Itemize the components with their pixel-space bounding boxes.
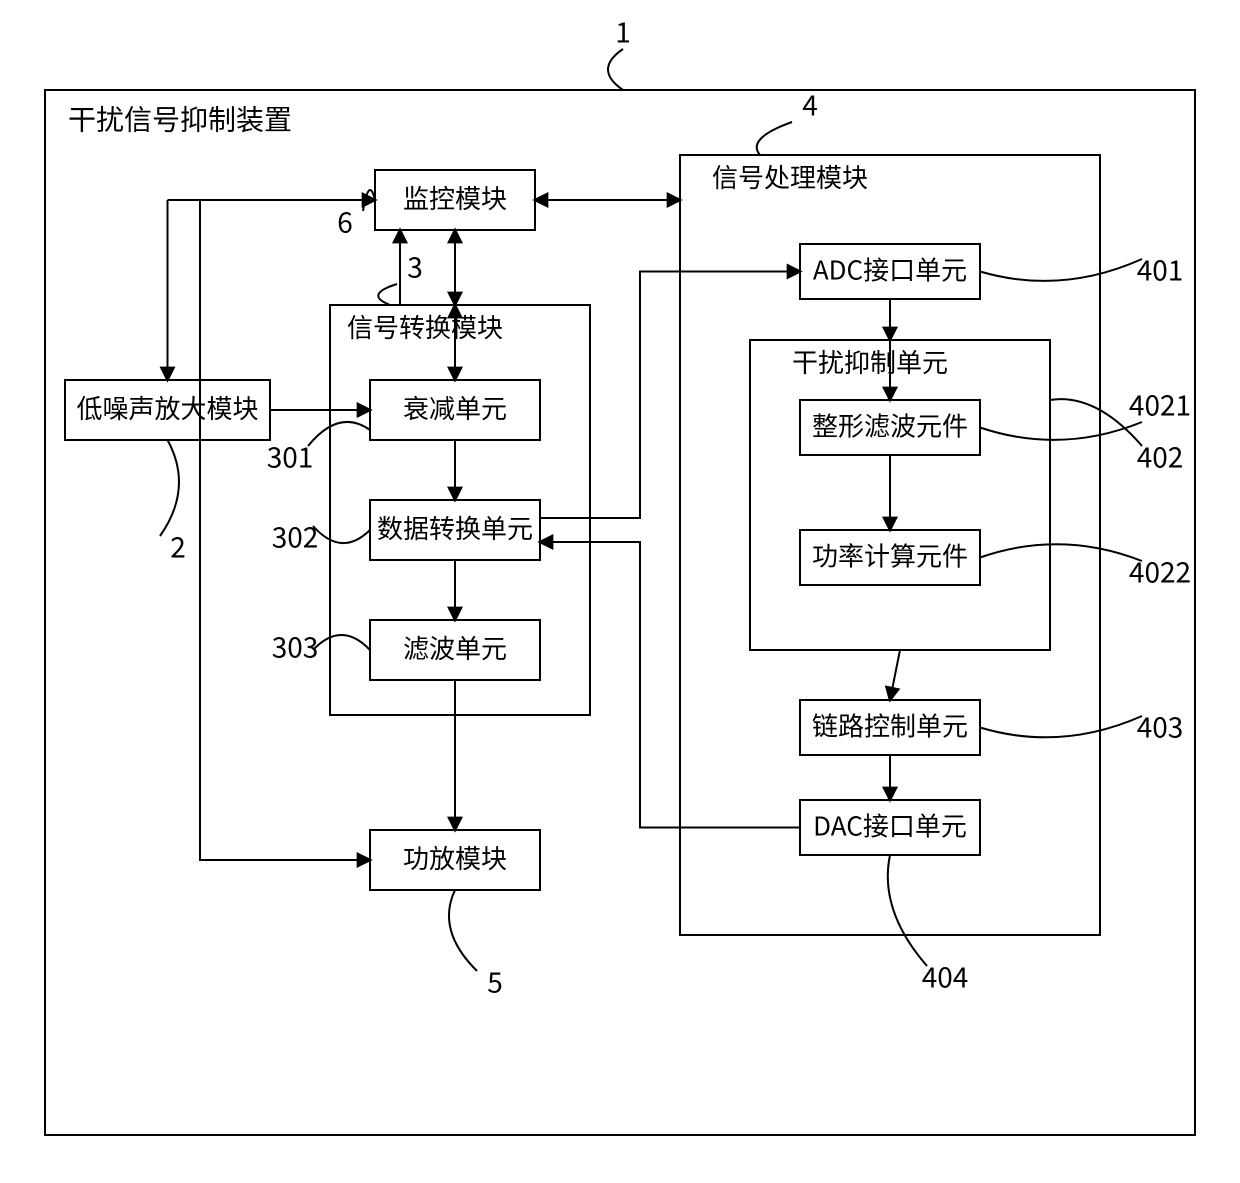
callout-5: 5 — [487, 962, 503, 1002]
callout-1: 1 — [615, 12, 631, 52]
module-4022-label: 功率计算元件 — [812, 537, 968, 574]
callout-leader-4022 — [980, 544, 1142, 561]
module-4021-label: 整形滤波元件 — [812, 407, 968, 444]
outer-box-label: 干扰信号抑制装置 — [68, 99, 292, 139]
callout-leader-5 — [449, 890, 477, 971]
module-403-label: 链路控制单元 — [812, 707, 968, 744]
module-2-label: 低噪声放大模块 — [76, 389, 258, 426]
callout-leader-301 — [308, 422, 370, 446]
callout-4021: 4021 — [1129, 385, 1191, 425]
outer-box — [45, 90, 1195, 1135]
callout-leader-302 — [313, 526, 370, 543]
module-303-label: 滤波单元 — [403, 629, 507, 666]
callout-leader-4021 — [980, 422, 1142, 440]
callout-303: 303 — [272, 627, 319, 667]
callout-404: 404 — [922, 957, 969, 997]
module-3-label: 信号转换模块 — [347, 308, 503, 345]
module-402-label: 干扰抑制单元 — [792, 343, 948, 380]
module-402-box — [750, 340, 1050, 650]
callout-leader-403 — [980, 716, 1142, 737]
callout-leader-3 — [378, 284, 397, 305]
callout-402: 402 — [1137, 437, 1184, 477]
callout-leader-401 — [980, 259, 1142, 281]
callout-301: 301 — [267, 437, 314, 477]
module-5-label: 功放模块 — [403, 839, 507, 876]
module-4-label: 信号处理模块 — [712, 158, 868, 195]
module-302-label: 数据转换单元 — [377, 509, 533, 546]
callout-3: 3 — [407, 247, 423, 287]
callout-6: 6 — [337, 202, 353, 242]
module-301-label: 衰减单元 — [403, 389, 507, 426]
callout-403: 403 — [1137, 707, 1184, 747]
callout-4022: 4022 — [1129, 552, 1191, 592]
callout-leader-303 — [313, 635, 370, 650]
callout-2: 2 — [170, 527, 186, 567]
module-6-label: 监控模块 — [403, 179, 507, 216]
callout-4: 4 — [802, 85, 818, 125]
callout-302: 302 — [272, 517, 319, 557]
module-401-label: ADC接口单元 — [813, 251, 967, 288]
callout-leader-2 — [160, 440, 179, 536]
callout-leader-1 — [608, 49, 623, 90]
callout-leader-4 — [757, 122, 792, 155]
module-404-label: DAC接口单元 — [813, 807, 967, 844]
callout-leader-404 — [888, 855, 927, 966]
callout-401: 401 — [1137, 250, 1184, 290]
